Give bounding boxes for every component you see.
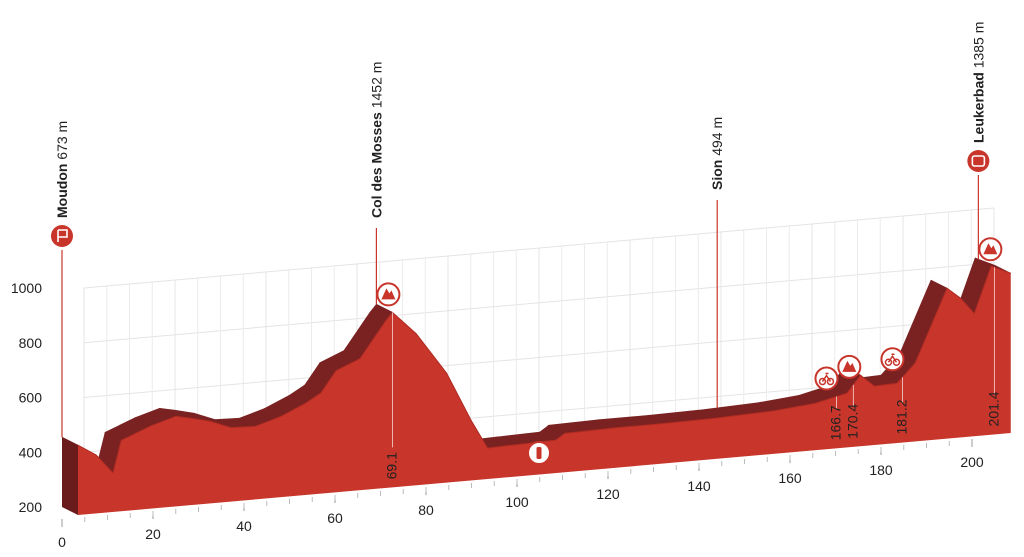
annotation-label: Col des Mosses 1452 m bbox=[368, 62, 384, 218]
icon-glyph bbox=[884, 358, 893, 367]
x-tick-label: 100 bbox=[505, 494, 529, 510]
annotation-label: Sion 494 m bbox=[709, 117, 725, 190]
marker-label: 166.7 bbox=[827, 405, 843, 440]
icon-sprint bbox=[814, 366, 839, 391]
profile-front bbox=[78, 266, 1011, 515]
x-tick-label: 120 bbox=[596, 486, 620, 502]
icon-glyph bbox=[381, 288, 396, 300]
icon-glyph bbox=[826, 377, 835, 386]
icon-kom bbox=[376, 282, 401, 307]
y-tick-label: 200 bbox=[19, 499, 43, 515]
profile-line bbox=[77, 265, 1011, 475]
annotation-name: Col des Mosses bbox=[368, 112, 384, 218]
icon-glyph bbox=[983, 243, 998, 255]
icon-start bbox=[51, 225, 73, 247]
marker-label: 69.1 bbox=[383, 452, 399, 479]
x-tick-label: 0 bbox=[58, 534, 66, 550]
y-tick-label: 600 bbox=[19, 390, 43, 406]
annotation-name: Sion bbox=[709, 160, 725, 190]
y-tick-label: 400 bbox=[19, 444, 43, 460]
icon-circle bbox=[51, 225, 73, 247]
marker-label: 181.2 bbox=[893, 399, 909, 434]
icon-glyph bbox=[536, 447, 542, 459]
icon-kom bbox=[837, 354, 862, 379]
x-tick-label: 20 bbox=[145, 526, 161, 542]
y-tick-label: 800 bbox=[19, 335, 43, 351]
marker-label: 170.4 bbox=[844, 404, 860, 439]
x-tick-label: 200 bbox=[960, 454, 984, 470]
annotation-name: Moudon bbox=[54, 164, 70, 218]
icon-sprint bbox=[880, 347, 905, 372]
x-tick-label: 140 bbox=[687, 478, 711, 494]
annotation-elevation: 1385 m bbox=[970, 22, 986, 69]
x-tick-label: 180 bbox=[869, 462, 893, 478]
x-tick-label: 60 bbox=[327, 510, 343, 526]
annotation-label: Leukerbad 1385 m bbox=[970, 22, 986, 143]
x-tick-label: 160 bbox=[778, 470, 802, 486]
icon-glyph bbox=[57, 229, 68, 242]
icon-glyph bbox=[821, 372, 832, 382]
icon-circle bbox=[880, 347, 905, 372]
icon-glyph bbox=[887, 353, 898, 363]
x-tick-label: 80 bbox=[418, 502, 434, 518]
y-tick-label: 1000 bbox=[11, 280, 42, 296]
annotation-elevation: 1452 m bbox=[368, 62, 384, 109]
annotation-name: Leukerbad bbox=[970, 72, 986, 143]
icon-feed bbox=[527, 441, 551, 465]
x-tick-label: 40 bbox=[236, 518, 252, 534]
icon-glyph bbox=[892, 358, 901, 367]
icon-circle bbox=[814, 366, 839, 391]
marker-label: 201.4 bbox=[985, 391, 1001, 426]
icon-glyph bbox=[842, 360, 857, 372]
icon-kom bbox=[978, 237, 1003, 262]
icon-glyph bbox=[971, 155, 986, 167]
annotation-elevation: 673 m bbox=[54, 121, 70, 160]
profile-left-face bbox=[62, 437, 78, 515]
icon-glyph bbox=[818, 377, 827, 386]
icon-finish bbox=[967, 150, 990, 172]
icon-circle bbox=[967, 150, 990, 172]
annotation-elevation: 494 m bbox=[709, 117, 725, 156]
annotation-label: Moudon 673 m bbox=[54, 121, 70, 218]
